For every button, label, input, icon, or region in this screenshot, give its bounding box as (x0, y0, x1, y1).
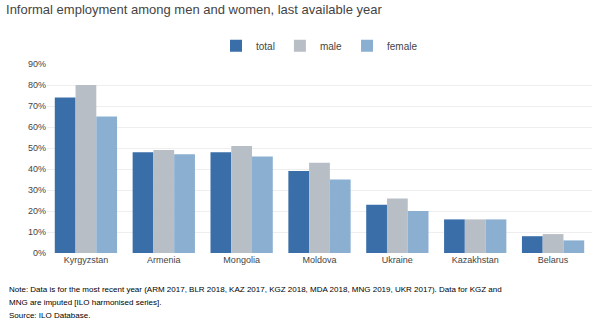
svg-text:Source: ILO Database.: Source: ILO Database. (9, 311, 90, 320)
svg-text:Moldova: Moldova (302, 255, 336, 265)
svg-text:50%: 50% (28, 143, 46, 153)
svg-text:20%: 20% (28, 206, 46, 216)
svg-text:60%: 60% (28, 122, 46, 132)
svg-text:MNG are imputed [ILO harmonise: MNG are imputed [ILO harmonised series]. (9, 298, 162, 307)
svg-text:30%: 30% (28, 185, 46, 195)
svg-text:Belarus: Belarus (538, 255, 569, 265)
svg-text:Armenia: Armenia (147, 255, 181, 265)
svg-text:total: total (256, 41, 275, 52)
svg-text:Kazakhstan: Kazakhstan (452, 255, 499, 265)
svg-text:Kyrgyzstan: Kyrgyzstan (64, 255, 109, 265)
svg-text:40%: 40% (28, 164, 46, 174)
svg-text:10%: 10% (28, 227, 46, 237)
svg-text:Mongolia: Mongolia (223, 255, 260, 265)
svg-text:Informal employment among men: Informal employment among men and women,… (6, 2, 382, 17)
svg-text:70%: 70% (28, 101, 46, 111)
svg-text:Note: Data is for the most rec: Note: Data is for the most recent year (… (9, 285, 502, 294)
svg-text:male: male (320, 41, 342, 52)
svg-text:female: female (387, 41, 417, 52)
svg-text:Ukraine: Ukraine (382, 255, 413, 265)
svg-text:0%: 0% (33, 248, 46, 258)
svg-text:80%: 80% (28, 80, 46, 90)
svg-text:90%: 90% (28, 59, 46, 69)
